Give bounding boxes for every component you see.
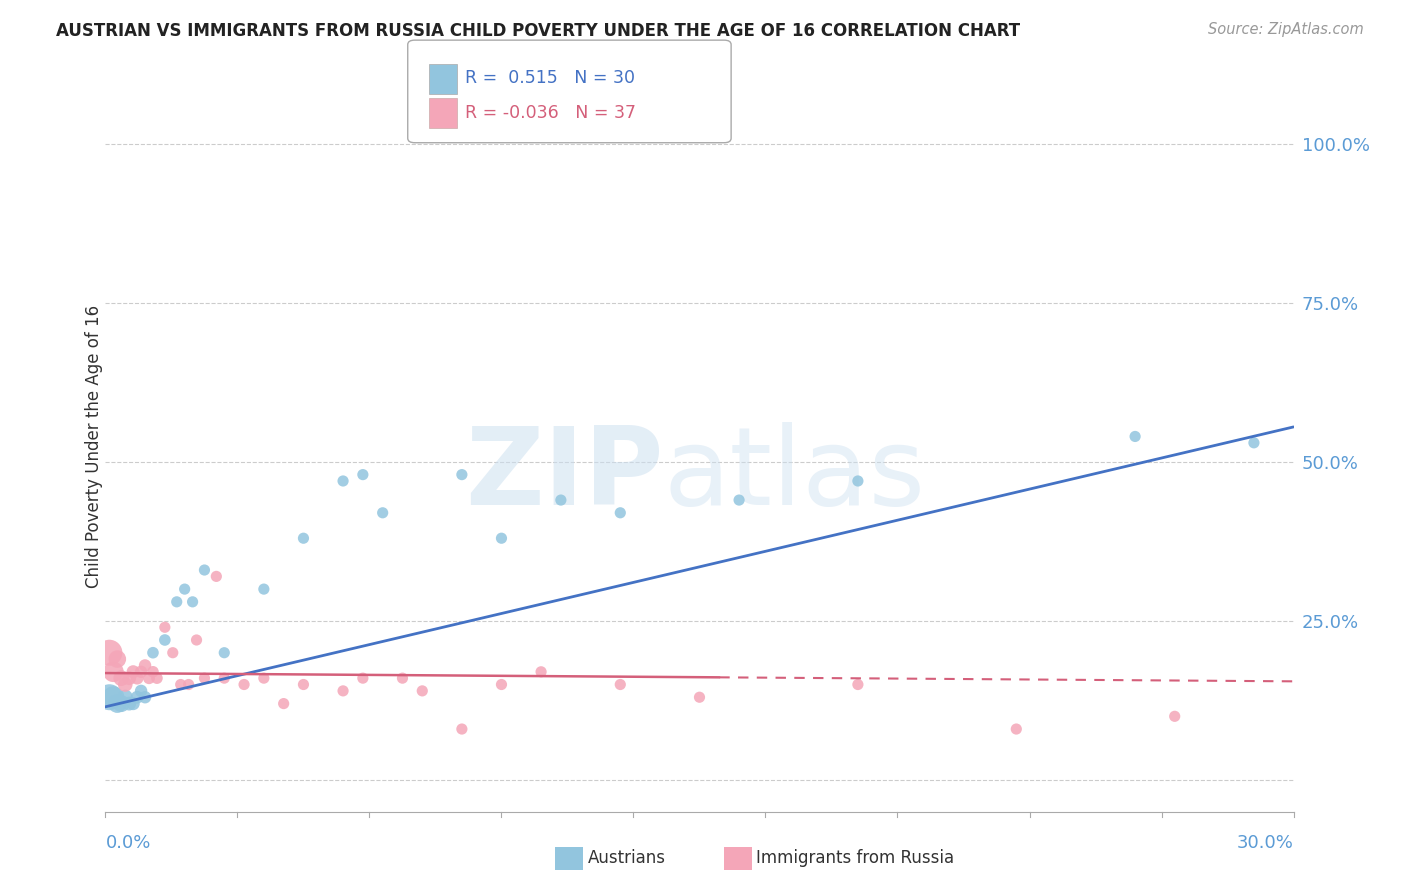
Point	[609, 677, 631, 691]
Point	[122, 697, 145, 711]
Point	[103, 690, 125, 705]
Point	[153, 632, 176, 647]
Text: AUSTRIAN VS IMMIGRANTS FROM RUSSIA CHILD POVERTY UNDER THE AGE OF 16 CORRELATION: AUSTRIAN VS IMMIGRANTS FROM RUSSIA CHILD…	[56, 22, 1021, 40]
Point	[253, 582, 276, 596]
Point	[273, 697, 295, 711]
Point	[193, 563, 215, 577]
Point	[1005, 722, 1028, 736]
Point	[98, 690, 121, 705]
Text: Source: ZipAtlas.com: Source: ZipAtlas.com	[1208, 22, 1364, 37]
Text: R = -0.036   N = 37: R = -0.036 N = 37	[465, 104, 637, 122]
Point	[1123, 429, 1146, 443]
Point	[138, 671, 160, 685]
Point	[1243, 435, 1265, 450]
Point	[127, 671, 149, 685]
Point	[166, 595, 188, 609]
Point	[530, 665, 553, 679]
Point	[332, 684, 354, 698]
Text: R =  0.515   N = 30: R = 0.515 N = 30	[465, 70, 636, 87]
Text: 30.0%: 30.0%	[1237, 834, 1294, 852]
Point	[233, 677, 256, 691]
Point	[134, 690, 156, 705]
Point	[391, 671, 413, 685]
Text: ZIP: ZIP	[465, 422, 664, 528]
Point	[127, 690, 149, 705]
Point	[491, 677, 513, 691]
Point	[181, 595, 204, 609]
Point	[105, 697, 128, 711]
Point	[846, 677, 869, 691]
Point	[609, 506, 631, 520]
Point	[142, 665, 165, 679]
Point	[162, 646, 184, 660]
Point	[177, 677, 200, 691]
Point	[689, 690, 711, 705]
Point	[411, 684, 433, 698]
Point	[186, 632, 208, 647]
Point	[98, 646, 121, 660]
Point	[205, 569, 228, 583]
Point	[450, 722, 472, 736]
Point	[173, 582, 195, 596]
Point	[550, 493, 572, 508]
Point	[142, 646, 165, 660]
Point	[214, 671, 236, 685]
Point	[129, 665, 152, 679]
Point	[292, 531, 315, 545]
Point	[1164, 709, 1187, 723]
Text: Austrians: Austrians	[588, 849, 665, 867]
Point	[118, 697, 141, 711]
Text: Immigrants from Russia: Immigrants from Russia	[756, 849, 955, 867]
Point	[118, 671, 141, 685]
Point	[352, 467, 374, 482]
Point	[146, 671, 169, 685]
Point	[332, 474, 354, 488]
Point	[193, 671, 215, 685]
Text: atlas: atlas	[664, 422, 925, 528]
Point	[103, 665, 125, 679]
Point	[253, 671, 276, 685]
Point	[728, 493, 751, 508]
Point	[114, 677, 136, 691]
Point	[134, 658, 156, 673]
Point	[122, 665, 145, 679]
Point	[105, 652, 128, 666]
Point	[371, 506, 394, 520]
Text: 0.0%: 0.0%	[105, 834, 150, 852]
Point	[129, 684, 152, 698]
Point	[450, 467, 472, 482]
Point	[114, 690, 136, 705]
Point	[153, 620, 176, 634]
Point	[170, 677, 193, 691]
Point	[352, 671, 374, 685]
Point	[292, 677, 315, 691]
Point	[110, 697, 132, 711]
Y-axis label: Child Poverty Under the Age of 16: Child Poverty Under the Age of 16	[86, 304, 103, 588]
Point	[846, 474, 869, 488]
Point	[491, 531, 513, 545]
Point	[214, 646, 236, 660]
Point	[110, 671, 132, 685]
